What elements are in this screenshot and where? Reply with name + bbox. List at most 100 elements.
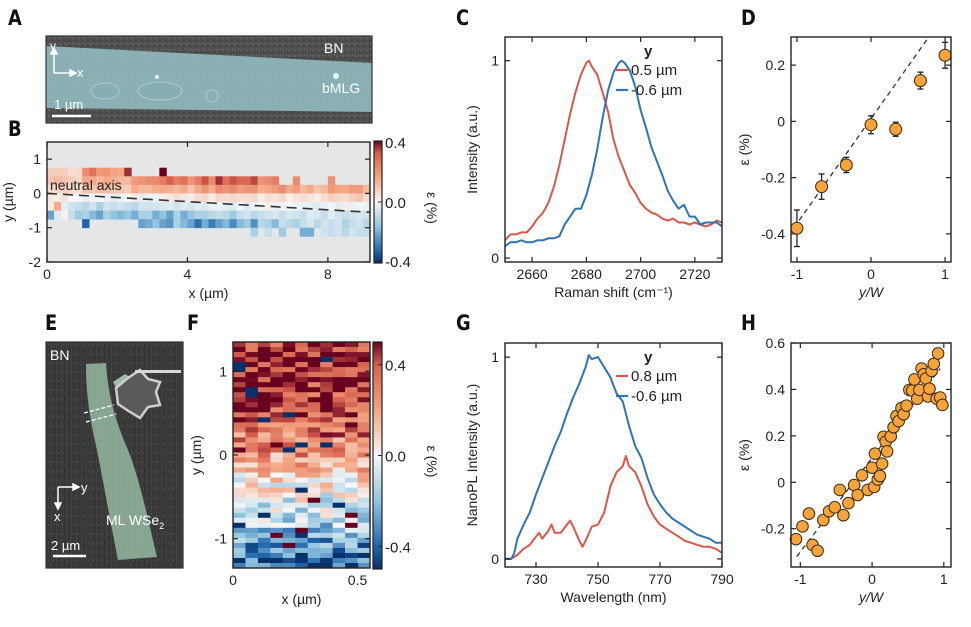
data-point: [816, 513, 830, 527]
heatmap-cell: [282, 412, 296, 418]
heatmap-cell: [245, 392, 259, 398]
heatmap-cell: [282, 437, 296, 443]
heatmap-cell: [345, 517, 358, 524]
x-tick-label: 790: [710, 571, 734, 587]
heatmap-cell: [257, 219, 266, 229]
heatmap-cell: [243, 210, 252, 220]
heatmap-cell: [295, 477, 309, 483]
heatmap-cell: [341, 227, 350, 237]
heatmap-cell: [357, 412, 371, 418]
heatmap-cell: [307, 362, 321, 368]
heatmap-cell: [110, 176, 118, 186]
heatmap-cell: [257, 372, 271, 378]
heatmap-cell: [245, 472, 259, 478]
heatmap-cell: [295, 472, 309, 478]
heatmap-cell: [320, 402, 333, 408]
colorbar-tick-label: 0.0: [385, 195, 406, 212]
dashed-line: [85, 413, 117, 423]
heatmap-cell: [270, 492, 284, 498]
heatmap-cell: [257, 542, 271, 549]
heatmap-cell: [117, 193, 125, 203]
heatmap-cell: [307, 352, 321, 358]
heatmap-cell: [117, 167, 125, 177]
heatmap-cell: [173, 176, 181, 186]
data-point: [938, 48, 952, 62]
heatmap-cell: [152, 193, 160, 203]
heatmap-cell: [320, 447, 333, 453]
x-axis-label: Raman shift (cm⁻¹): [554, 284, 673, 300]
heatmap-cell: [282, 432, 296, 438]
heatmap-cell: [295, 537, 309, 544]
heatmap-cell: [103, 210, 111, 220]
heatmap-cell: [295, 532, 309, 539]
heatmap-cell: [362, 219, 371, 229]
heatmap-cell: [270, 562, 284, 569]
heatmap-cell: [299, 219, 308, 229]
heatmap-cell: [320, 210, 329, 220]
heatmap-cell: [245, 502, 259, 509]
heatmap-cell: [138, 219, 146, 229]
data-point: [913, 74, 927, 88]
heatmap-cell: [357, 502, 371, 509]
heatmap-cell: [257, 352, 271, 358]
heatmap-cell: [68, 176, 76, 186]
axis-label-x: x: [77, 65, 84, 80]
heatmap-cell: [233, 407, 246, 413]
heatmap-cell: [306, 227, 315, 237]
heatmap-cell: [357, 462, 371, 468]
heatmap-cell: [357, 532, 371, 539]
heatmap-cell: [166, 176, 174, 186]
heatmap-cell: [47, 193, 55, 203]
heatmap-cell: [357, 347, 371, 353]
heatmap-cell: [245, 447, 259, 453]
heatmap-cell: [245, 537, 259, 544]
heatmap-cell: [270, 417, 284, 423]
heatmap-cell: [295, 357, 309, 363]
heatmap-cell: [89, 184, 97, 194]
heatmap-cell: [282, 422, 296, 428]
heatmap-cell: [282, 417, 296, 423]
heatmap-cell: [345, 542, 358, 549]
heatmap-cell: [89, 176, 97, 186]
heatmap-cell: [295, 392, 309, 398]
heatmap-cell: [357, 352, 371, 358]
heatmap-cell: [82, 193, 90, 203]
heatmap-cell: [295, 367, 309, 373]
heatmap-cell: [345, 432, 358, 438]
heatmap-cell: [320, 527, 333, 534]
heatmap-cell: [194, 184, 202, 194]
heatmap-cell: [233, 372, 246, 378]
y-tick-label: 0.2: [766, 57, 786, 73]
heatmap-cell: [270, 382, 284, 388]
y-tick-label: 0.2: [766, 428, 786, 444]
heatmap-cell: [245, 542, 259, 549]
heatmap-cell: [54, 167, 62, 177]
heatmap-cell: [357, 517, 371, 524]
heatmap-cell: [320, 547, 333, 554]
heatmap-cell: [332, 457, 346, 463]
heatmap-cell: [357, 357, 371, 363]
heatmap-cell: [166, 184, 174, 194]
panel-label-f: F: [187, 311, 200, 335]
heatmap-cell: [250, 219, 259, 229]
heatmap-cell: [257, 457, 271, 463]
heatmap-cell: [245, 367, 259, 373]
heatmap-cell: [245, 522, 259, 529]
y-tick-label: 0: [33, 185, 41, 201]
heatmap-cell: [233, 432, 246, 438]
heatmap-cell: [357, 402, 371, 408]
heatmap-cell: [194, 193, 202, 203]
heatmap-cell: [332, 352, 346, 358]
data-point: [875, 457, 889, 471]
heatmap-cell: [357, 527, 371, 534]
heatmap-cell: [145, 210, 153, 220]
heatmap-cell: [320, 477, 333, 483]
heatmap-cell: [194, 219, 202, 229]
heatmap-cell: [233, 517, 246, 524]
heatmap-cell: [345, 507, 358, 514]
heatmap-cell: [295, 422, 309, 428]
heatmap-cell: [332, 432, 346, 438]
colorbar-tick-label: 0.4: [385, 358, 406, 375]
heatmap-cell: [313, 202, 322, 211]
heatmap-cell: [96, 193, 104, 203]
